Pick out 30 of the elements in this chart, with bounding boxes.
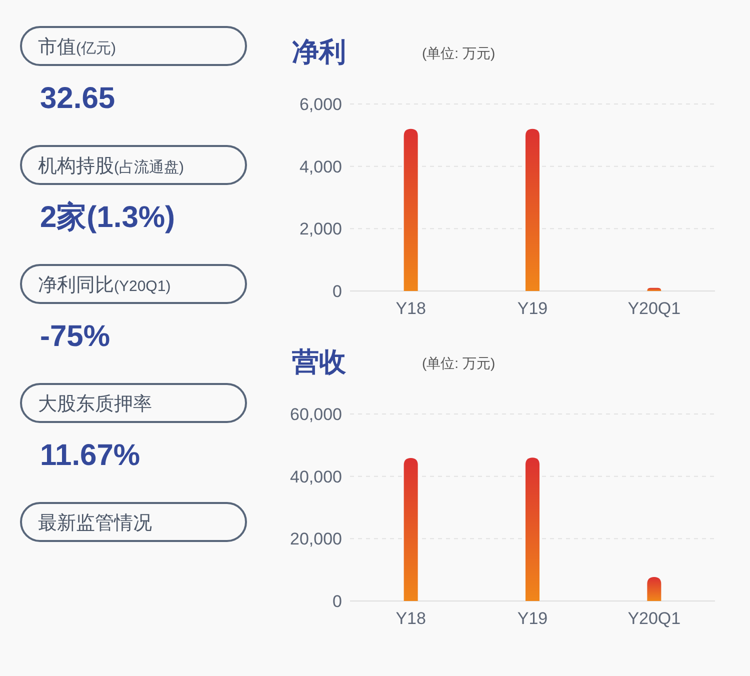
y-tick-label: 4,000 (299, 157, 342, 176)
text: -75% (40, 320, 110, 353)
category-label: 最新监管情况 (38, 512, 152, 534)
y-tick-label: 40,000 (290, 467, 342, 486)
text: 2家(1.3%) (40, 201, 176, 234)
y-tick-label: 60,000 (290, 404, 342, 424)
x-tick-label: Y18 (396, 609, 426, 628)
category-label: 净利同比(Y20Q1) (38, 275, 171, 296)
x-tick-label: Y20Q1 (628, 299, 681, 318)
bar (526, 458, 540, 601)
y-tick-label: 0 (332, 282, 342, 301)
x-tick-label: Y19 (517, 299, 548, 318)
y-tick-label: 2,000 (299, 220, 342, 239)
chart-subtitle: (单位: 万元) (422, 45, 496, 61)
category-label: 大股东质押率 (38, 393, 152, 415)
bar (647, 577, 662, 601)
x-tick-label: Y18 (396, 299, 426, 318)
y-tick-label: 0 (332, 592, 342, 611)
category-label: 市值(亿元) (38, 36, 116, 58)
text: 11.67% (40, 439, 140, 472)
y-tick-label: 20,000 (290, 530, 342, 549)
category-label: 机构持股(占流通盘) (38, 156, 184, 177)
bar (404, 458, 418, 601)
y-tick-label: 6,000 (299, 94, 342, 114)
x-tick-label: Y19 (517, 609, 548, 628)
text: 32.65 (40, 82, 116, 115)
chart-title: 净利 (292, 37, 346, 67)
chart-subtitle: (单位: 万元) (422, 355, 496, 371)
chart-title: 营收 (291, 347, 347, 377)
x-tick-label: Y20Q1 (628, 609, 681, 628)
